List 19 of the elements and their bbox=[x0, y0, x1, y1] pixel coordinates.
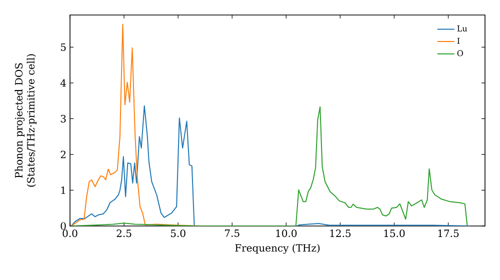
legend-label: O bbox=[457, 50, 463, 56]
x-tick-label: 7.5 bbox=[225, 230, 240, 237]
y-axis-title: Phonon projected DOS (States/THz·primitive cell) bbox=[14, 54, 36, 187]
x-tick-label: 15.0 bbox=[384, 230, 405, 238]
y-tick-label: 2 bbox=[60, 150, 66, 158]
x-tick-label: 5.0 bbox=[170, 230, 186, 238]
x-tick-label: 0.0 bbox=[62, 230, 78, 238]
x-tick-label: 12.5 bbox=[330, 230, 351, 238]
x-tick-label: 10.0 bbox=[276, 230, 297, 238]
y-tick-label: 0 bbox=[60, 222, 66, 230]
legend-label: I bbox=[457, 38, 460, 44]
x-axis-title: Frequency (THz) bbox=[235, 244, 320, 254]
y-tick-label: 5 bbox=[60, 43, 66, 51]
x-tick-label: 2.5 bbox=[116, 230, 132, 238]
y-tick-label: 3 bbox=[60, 114, 66, 122]
y-tick-label: 4 bbox=[60, 79, 66, 87]
legend-label: Lu bbox=[457, 26, 468, 32]
x-tick-label: 17.5 bbox=[438, 230, 459, 238]
y-tick-label: 1 bbox=[61, 186, 66, 194]
